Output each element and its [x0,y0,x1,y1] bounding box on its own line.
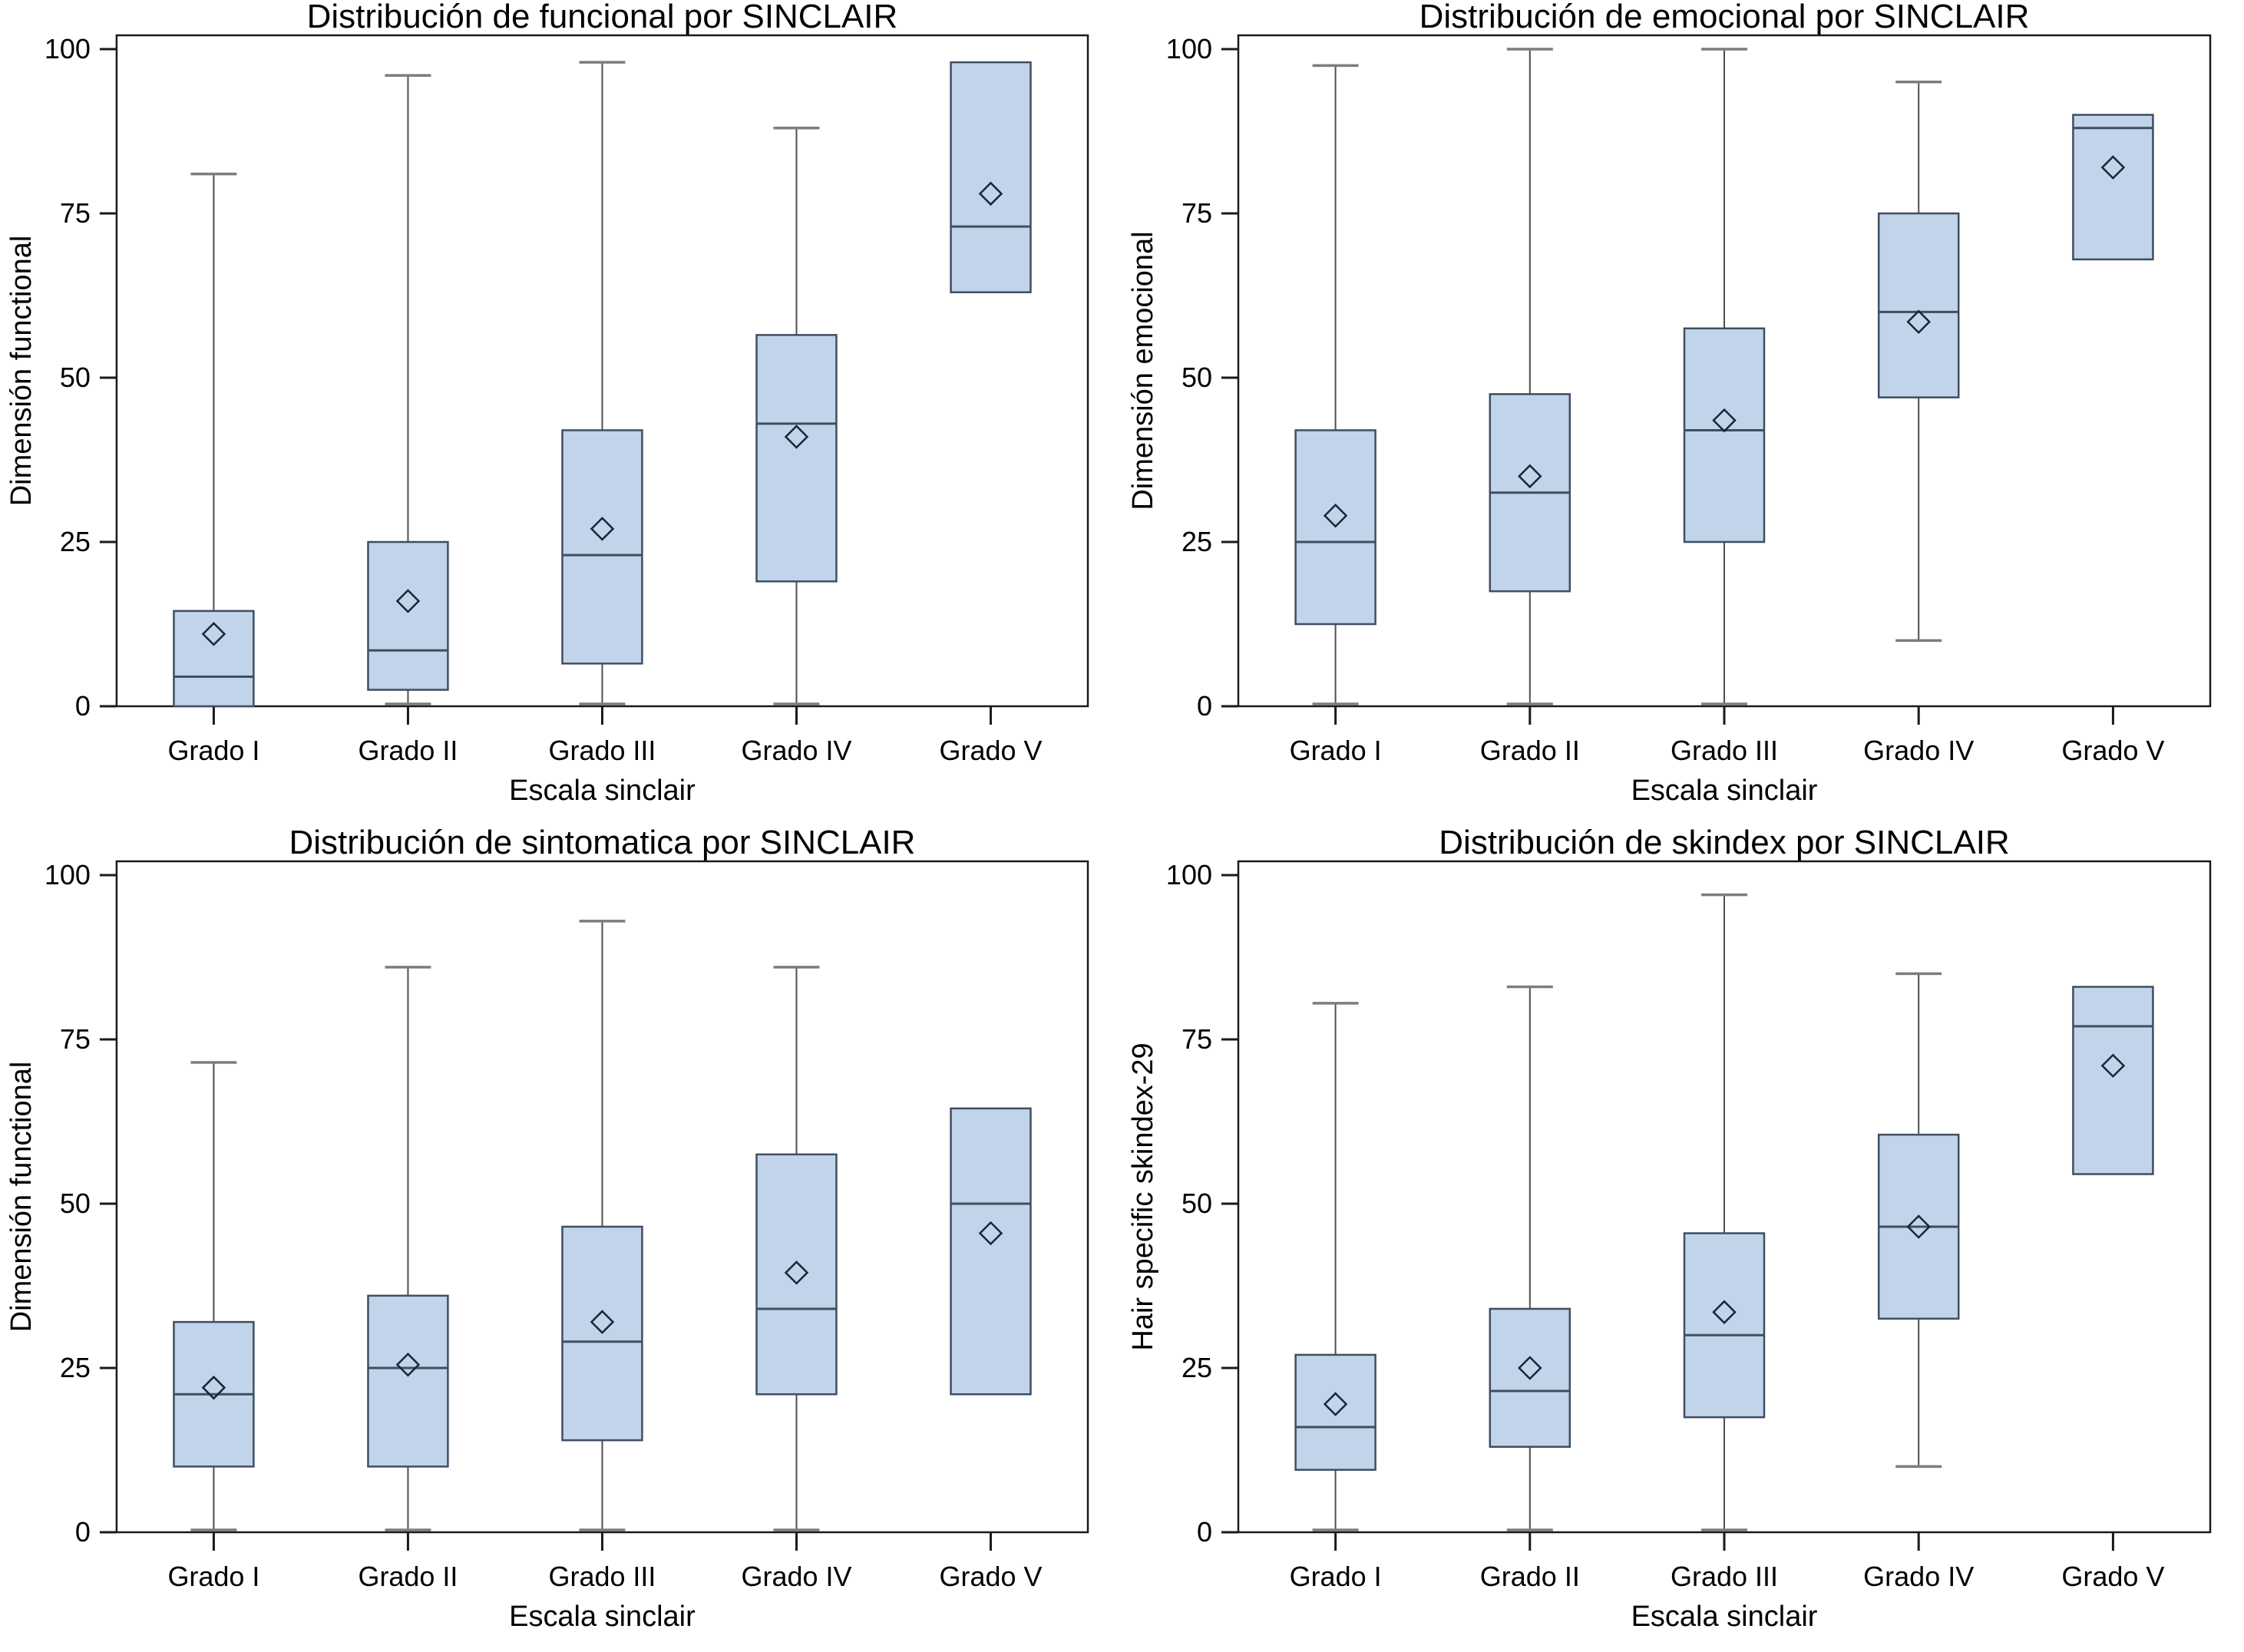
x-category-label: Grado II [358,735,458,766]
y-tick-label: 100 [45,859,91,890]
x-category-label: Grado IV [1863,735,1974,766]
y-tick-label: 0 [75,1516,91,1548]
x-category-label: Grado IV [1863,1561,1974,1592]
x-category-label: Grado I [1290,1561,1382,1592]
y-tick-label: 0 [1197,690,1212,722]
x-category-label: Grado I [167,735,259,766]
x-category-label: Grado III [1671,735,1778,766]
mean-diamond [1712,408,1737,433]
y-tick-label: 50 [1181,1188,1212,1219]
box [1489,1307,1571,1448]
x-category-label: Grado I [1290,735,1382,766]
mean-diamond [1323,1392,1348,1416]
mean-diamond [784,425,809,449]
chart-title: Distribución de funcional por SINCLAIR [307,0,898,35]
boxplot-svg-funcional: Distribución de funcional por SINCLAIR Di… [5,0,1089,807]
y-tick-label: 75 [1181,197,1212,229]
mean-diamond [1906,1214,1931,1239]
x-category-label: Grado III [1671,1561,1778,1592]
boxplot-panel-skindex: Distribución de skindex por SINCLAIR Hair… [1122,826,2244,1652]
x-category-label: Grado IV [742,1561,852,1592]
y-tick-label: 100 [1166,859,1212,890]
boxplot-panel-funcional: Distribución de funcional por SINCLAIR Di… [0,0,1122,826]
x-category-label: Grado V [2061,1561,2164,1592]
x-category-label: Grado I [167,1561,259,1592]
x-category-label: Grado V [940,1561,1043,1592]
x-category-label: Grado V [2061,735,2164,766]
box [755,334,838,583]
y-tick-label: 50 [60,362,91,393]
mean-diamond [784,1260,809,1285]
x-axis-label: Escala sinclair [509,1601,696,1633]
boxplot-svg-emocional: Distribución de emocional por SINCLAIR Di… [1127,0,2212,807]
mean-diamond [395,1352,421,1377]
x-category-label: Grado II [1480,735,1580,766]
y-tick-label: 25 [1181,1352,1212,1383]
mean-diamond [2100,155,2126,180]
y-tick-label: 50 [60,1188,91,1219]
mean-diamond [395,589,421,613]
y-tick-label: 0 [75,690,91,722]
box [367,1294,449,1468]
y-tick-label: 25 [1181,526,1212,557]
x-category-label: Grado II [1480,1561,1580,1592]
y-tick-label: 75 [60,1023,91,1055]
mean-diamond [1906,309,1931,335]
box [367,540,449,691]
x-category-label: Grado V [940,735,1043,766]
boxplot-svg-sintomatica: Distribución de sintomatica por SINCLAIR… [5,826,1089,1633]
y-axis-label: Dimensión functional [5,1062,38,1333]
box [1294,1353,1376,1471]
mean-diamond [1518,464,1542,489]
mean-diamond [978,181,1003,206]
mean-diamond [1712,1300,1737,1325]
chart-title: Distribución de skindex por SINCLAIR [1439,826,2009,861]
y-tick-label: 0 [1197,1516,1212,1548]
x-category-label: Grado III [549,1561,656,1592]
chart-title: Distribución de emocional por SINCLAIR [1419,0,2030,35]
boxplot-panel-sintomatica: Distribución de sintomatica por SINCLAIR… [0,826,1122,1652]
y-tick-label: 100 [45,33,91,64]
box [2072,986,2154,1175]
y-tick-label: 50 [1181,362,1212,393]
x-axis-label: Escala sinclair [1631,775,1818,807]
y-tick-label: 75 [1181,1023,1212,1055]
y-tick-label: 75 [60,197,91,229]
y-tick-label: 100 [1166,33,1212,64]
y-axis-label: Dimensión emocional [1127,231,1159,510]
box [950,61,1032,293]
mean-diamond [201,1375,226,1400]
y-axis-label: Dimensión functional [5,236,38,507]
box [950,1107,1032,1396]
box [561,429,643,665]
box [1877,212,1960,398]
boxplot-svg-skindex: Distribución de skindex por SINCLAIR Hair… [1127,826,2212,1633]
x-category-label: Grado IV [742,735,852,766]
box [1683,327,1766,544]
mean-diamond [590,517,615,541]
box [173,610,255,708]
mean-diamond [1518,1356,1542,1380]
y-tick-label: 25 [60,1352,91,1383]
mean-diamond [1323,503,1348,528]
y-axis-label: Hair specific skindex-29 [1127,1042,1159,1350]
mean-diamond [2100,1053,2126,1079]
mean-diamond [201,622,226,646]
x-category-label: Grado III [549,735,656,766]
mean-diamond [978,1221,1003,1246]
box [755,1153,838,1396]
box [1683,1232,1766,1419]
chart-title: Distribución de sintomatica por SINCLAIR [289,826,916,861]
x-axis-label: Escala sinclair [1631,1601,1818,1633]
x-axis-label: Escala sinclair [509,775,696,807]
y-tick-label: 25 [60,526,91,557]
boxplot-panel-emocional: Distribución de emocional por SINCLAIR Di… [1122,0,2244,826]
mean-diamond [590,1310,615,1334]
box [2072,114,2154,261]
x-category-label: Grado II [358,1561,458,1592]
